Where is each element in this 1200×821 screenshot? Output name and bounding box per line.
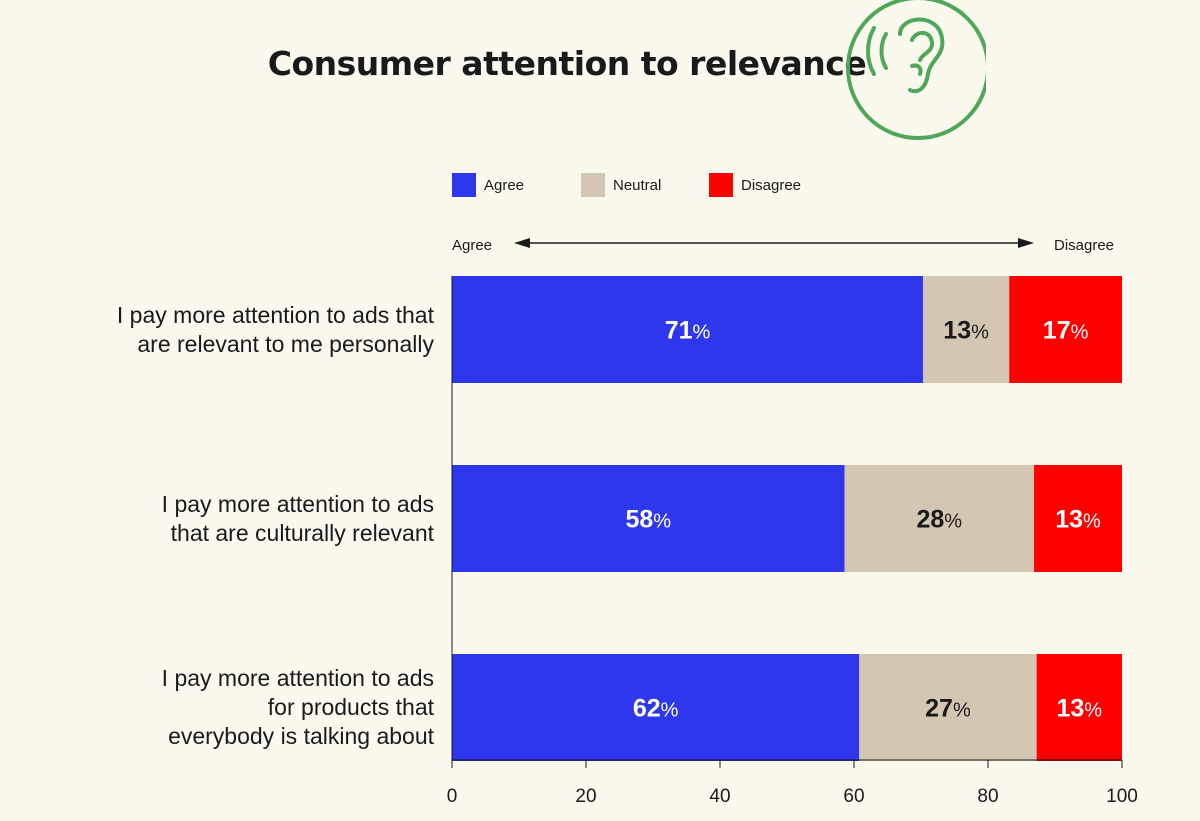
bar-disagree-row-3 xyxy=(1036,654,1122,761)
scale-arrow-left-head xyxy=(514,238,530,248)
category-label-line: are relevant to me personally xyxy=(137,330,434,357)
value-label-agree-row-2: 58% xyxy=(625,506,671,534)
bar-agree-row-3 xyxy=(452,654,860,761)
category-label-row-3: I pay more attention to ads for products … xyxy=(14,664,434,751)
ear-listening-icon xyxy=(846,0,986,140)
x-tick-label-40: 40 xyxy=(709,786,730,807)
legend-label-neutral: Neutral xyxy=(613,176,662,194)
bar-agree-row-2 xyxy=(452,465,845,572)
category-label-line: everybody is talking about xyxy=(168,723,434,749)
category-label-line: for products that xyxy=(267,694,434,720)
legend-swatch-agree xyxy=(452,173,476,197)
legend-item-neutral: Neutral xyxy=(581,173,661,197)
value-label-agree-row-3: 62% xyxy=(633,695,679,723)
x-tick-label-80: 80 xyxy=(977,786,998,807)
bar-neutral-row-2 xyxy=(844,465,1035,572)
bar-disagree-row-1 xyxy=(1009,276,1122,383)
value-label-disagree-row-2: 13% xyxy=(1055,506,1101,534)
value-label-disagree-row-3: 13% xyxy=(1056,695,1102,723)
x-tick-label-20: 20 xyxy=(575,786,596,807)
bar-disagree-row-2 xyxy=(1034,465,1122,572)
legend-label-disagree: Disagree xyxy=(741,176,802,194)
value-label-disagree-row-1: 17% xyxy=(1043,317,1089,345)
category-label-line: I pay more attention to ads xyxy=(161,665,434,691)
scale-right-label: Disagree xyxy=(1054,237,1115,254)
bar-neutral-row-1 xyxy=(922,276,1010,383)
value-label-agree-row-1: 71% xyxy=(665,317,711,345)
category-label-line: I pay more attention to ads xyxy=(161,490,434,517)
category-label-line: that are culturally relevant xyxy=(170,519,434,546)
x-tick-label-100: 100 xyxy=(1106,786,1138,807)
value-label-neutral-row-3: 27% xyxy=(925,695,971,723)
legend-label-agree: Agree xyxy=(484,176,525,194)
value-label-neutral-row-1: 13% xyxy=(943,317,989,345)
category-label-line: I pay more attention to ads that xyxy=(116,301,434,328)
scale-arrow-right-head xyxy=(1018,238,1034,248)
category-label-row-2: I pay more attention to ads that are cult… xyxy=(14,490,434,548)
legend-swatch-disagree xyxy=(709,173,733,197)
category-label-row-1: I pay more attention to ads that are rele… xyxy=(14,301,434,359)
value-label-neutral-row-2: 28% xyxy=(916,506,962,534)
legend-item-agree: Agree xyxy=(452,173,524,197)
x-tick-label-60: 60 xyxy=(843,786,864,807)
bar-neutral-row-3 xyxy=(859,654,1037,761)
legend-item-disagree: Disagree xyxy=(709,173,801,197)
legend-swatch-neutral xyxy=(581,173,605,197)
chart-title: Consumer attention to relevance xyxy=(267,44,867,83)
x-tick-label-0: 0 xyxy=(447,786,458,807)
scale-left-label: Agree xyxy=(452,237,493,254)
bar-agree-row-1 xyxy=(452,276,923,383)
